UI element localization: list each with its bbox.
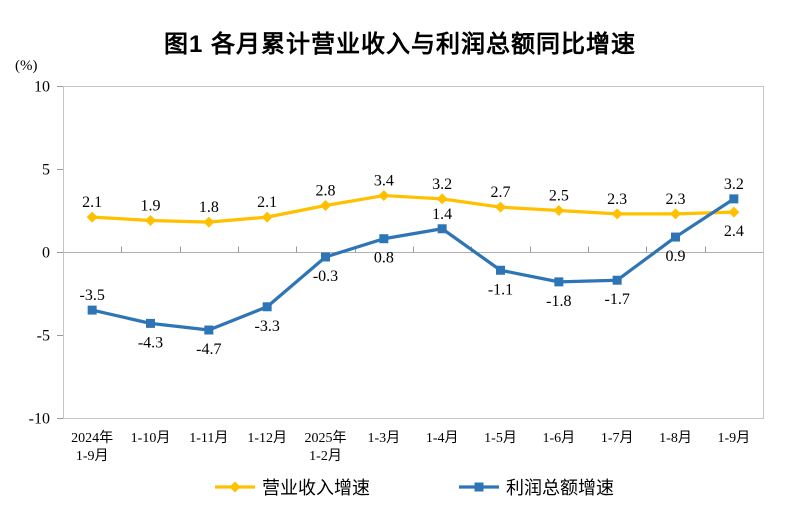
data-label: 3.2 bbox=[432, 176, 452, 193]
data-point-marker bbox=[320, 200, 331, 212]
data-label: -1.7 bbox=[605, 291, 630, 308]
data-point-marker bbox=[671, 232, 680, 242]
data-point-marker bbox=[203, 216, 215, 228]
data-point-marker bbox=[670, 208, 681, 220]
x-tick-label: 1-3月 bbox=[367, 430, 400, 446]
data-point-marker bbox=[611, 208, 623, 220]
data-label: -4.3 bbox=[138, 334, 163, 351]
y-tick-label: -10 bbox=[29, 411, 50, 428]
x-tick-label: 1-5月 bbox=[484, 430, 517, 446]
data-point-marker bbox=[204, 325, 214, 335]
x-tick-label: 2024年 bbox=[71, 430, 113, 446]
x-tick-label: 1-9月 bbox=[717, 430, 750, 446]
data-point-marker bbox=[86, 211, 98, 223]
data-point-marker bbox=[729, 194, 739, 204]
data-label: 0.9 bbox=[666, 248, 686, 265]
data-label: 2.1 bbox=[257, 194, 277, 211]
data-point-marker bbox=[146, 318, 155, 328]
y-tick-label: 10 bbox=[34, 79, 50, 96]
data-label: -3.3 bbox=[255, 318, 280, 335]
x-tick-label: 1-12月 bbox=[247, 430, 287, 446]
x-tick-label: 1-11月 bbox=[189, 430, 228, 446]
legend-item-profit: 利润总额增速 bbox=[458, 474, 614, 500]
revenue-series-swatch-icon bbox=[215, 481, 255, 493]
y-tick-label: -5 bbox=[37, 328, 50, 345]
data-label: 2.5 bbox=[549, 188, 569, 205]
series-line-0 bbox=[92, 193, 734, 224]
data-label: 2.7 bbox=[491, 184, 511, 201]
x-tick-label: 1-7月 bbox=[601, 430, 634, 446]
x-tick-label: 1-6月 bbox=[542, 430, 575, 446]
x-tick-label: 1-9月 bbox=[76, 448, 109, 464]
chart-title: 图1 各月累计营业收入与利润总额同比增速 bbox=[163, 31, 636, 58]
data-point-marker bbox=[321, 252, 330, 262]
data-point-marker bbox=[495, 201, 506, 213]
data-label: 2.1 bbox=[82, 194, 102, 211]
legend-label-profit: 利润总额增速 bbox=[506, 478, 614, 498]
data-label: -0.3 bbox=[313, 268, 338, 285]
data-label: -1.1 bbox=[488, 281, 513, 298]
data-point-marker bbox=[612, 275, 622, 285]
data-point-marker bbox=[496, 265, 505, 275]
data-point-marker bbox=[436, 193, 448, 205]
data-point-marker bbox=[553, 205, 565, 216]
data-label: 1.4 bbox=[432, 206, 452, 223]
legend-item-revenue: 营业收入增速 bbox=[214, 474, 370, 500]
x-tick-label: 1-8月 bbox=[659, 430, 692, 446]
data-point-marker bbox=[554, 277, 564, 287]
data-point-marker bbox=[87, 305, 97, 315]
data-label: 3.2 bbox=[724, 176, 744, 193]
data-label: 3.4 bbox=[374, 173, 394, 190]
y-tick-label: 5 bbox=[42, 162, 50, 179]
data-label: 2.4 bbox=[724, 223, 744, 240]
data-label: -4.7 bbox=[196, 341, 221, 358]
data-point-marker bbox=[728, 206, 740, 218]
legend: 营业收入增速 利润总额增速 bbox=[0, 473, 800, 501]
data-label: -3.5 bbox=[80, 287, 105, 304]
data-point-marker bbox=[262, 302, 272, 312]
data-label: 1.9 bbox=[141, 197, 161, 214]
data-label: 0.8 bbox=[374, 250, 394, 267]
y-tick-label: 0 bbox=[42, 245, 50, 262]
data-label: 1.8 bbox=[199, 199, 219, 216]
x-tick-label: 2025年 bbox=[305, 430, 347, 446]
y-axis-unit-label: (%) bbox=[15, 58, 38, 74]
data-label: 2.8 bbox=[316, 183, 336, 200]
data-point-marker bbox=[379, 234, 389, 244]
x-tick-label: 1-10月 bbox=[131, 430, 171, 446]
data-point-marker bbox=[261, 211, 273, 223]
x-tick-label: 1-4月 bbox=[426, 430, 459, 446]
data-label: 2.3 bbox=[666, 191, 686, 208]
series-line-1 bbox=[91, 197, 735, 332]
data-point-marker bbox=[437, 224, 447, 234]
data-point-marker bbox=[378, 190, 390, 202]
legend-label-revenue: 营业收入增速 bbox=[262, 478, 370, 498]
profit-series-swatch-icon bbox=[459, 482, 499, 492]
x-tick-label: 1-2月 bbox=[309, 448, 342, 464]
data-label: 2.3 bbox=[607, 191, 627, 208]
data-point-marker bbox=[145, 214, 156, 226]
data-label: -1.8 bbox=[546, 293, 571, 310]
